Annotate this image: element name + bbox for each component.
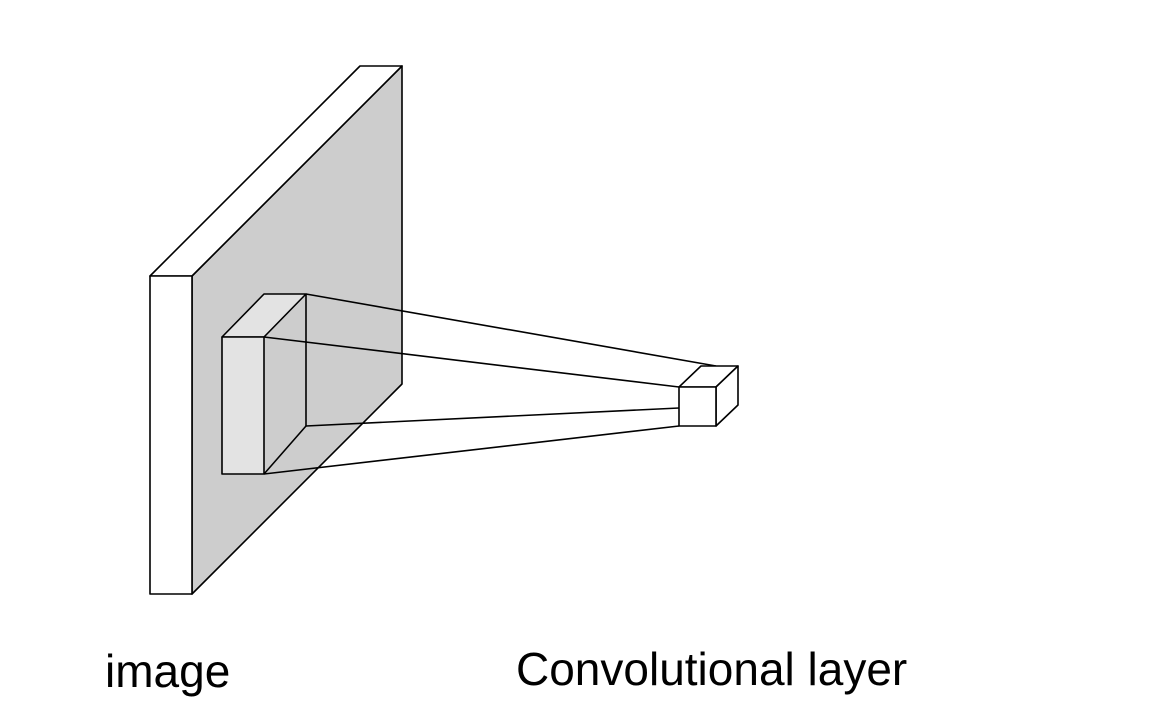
image-slab-front: [149, 275, 193, 595]
projection-line-top-back: [305, 293, 717, 367]
projection-line-top-front: [263, 336, 680, 388]
receptive-field-front: [221, 336, 265, 475]
image-volume: [149, 65, 403, 595]
convolutional-layer-label: Convolutional layer: [516, 643, 908, 695]
conv-cube-front: [678, 386, 717, 427]
image-label: image: [105, 645, 231, 697]
receptive-field: [221, 293, 307, 475]
projection-line-mid: [305, 407, 680, 427]
projection-lines: [263, 293, 717, 475]
projection-line-bottom: [263, 425, 680, 475]
conv-neuron-cube: [678, 365, 739, 427]
receptive-field-bottom-depth-edge: [263, 425, 307, 475]
